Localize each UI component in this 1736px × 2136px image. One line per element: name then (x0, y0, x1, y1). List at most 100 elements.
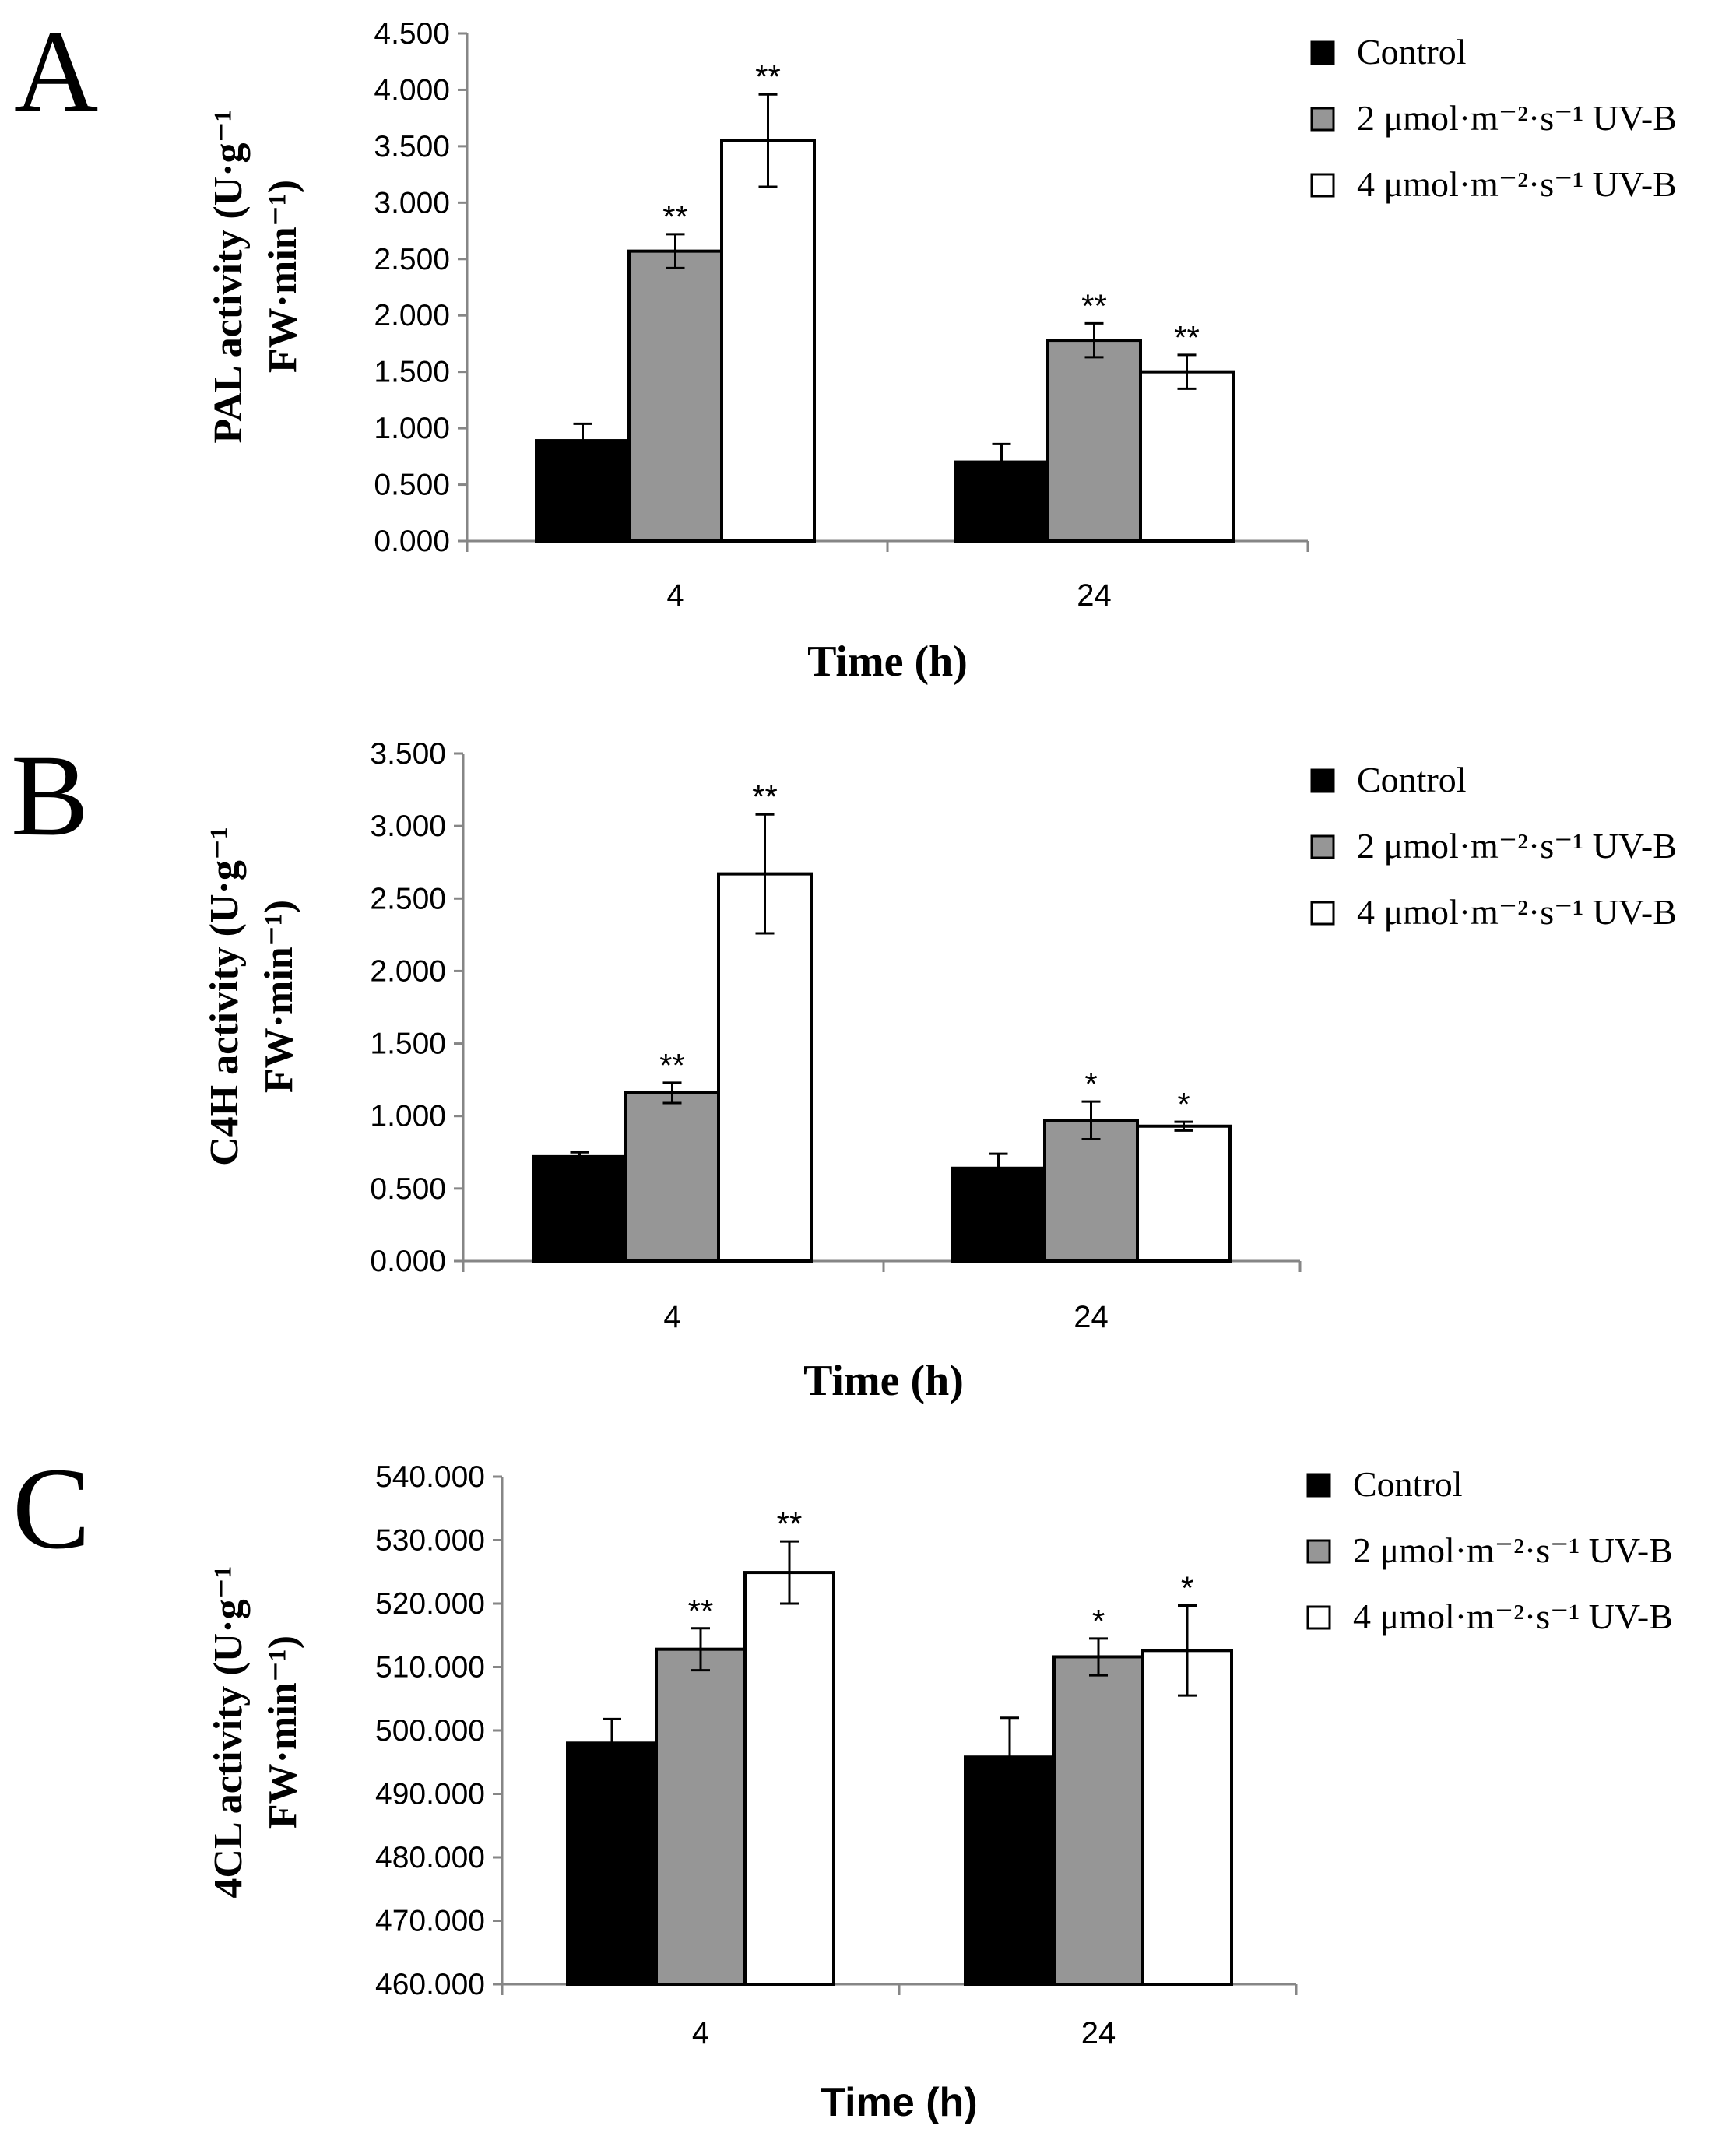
y-tick-label: 480.000 (375, 1841, 485, 1874)
panel-a-ylabel-line1: PAL activity (U·g⁻¹ (206, 109, 251, 443)
bar (566, 1741, 658, 1987)
y-tick-label: 2.500 (374, 243, 450, 276)
bar (1052, 1655, 1144, 1986)
legend-label: Control (1357, 32, 1467, 72)
y-tick-label: 4.000 (374, 73, 450, 107)
y-tick-label: 4.500 (374, 17, 450, 51)
panel-a: A PAL activity (U·g⁻¹ FW·min⁻¹) 0.000 0.5… (14, 7, 1677, 686)
bar (627, 249, 723, 543)
y-tick-label: 510.000 (375, 1651, 485, 1685)
legend-label: 2 μmol·m⁻²·s⁻¹ UV-B (1357, 98, 1677, 138)
significance-label: ** (662, 198, 688, 235)
y-tick-label: 470.000 (375, 1905, 485, 1938)
y-tick-label: 1.000 (370, 1100, 446, 1133)
y-tick-label: 2.000 (370, 954, 446, 988)
significance-label: ** (755, 58, 781, 95)
y-tick-label: 0.500 (374, 469, 450, 502)
legend-swatch (1306, 1473, 1331, 1498)
legend-label: Control (1357, 760, 1467, 799)
y-tick-label: 3.500 (370, 737, 446, 771)
legend-label: 2 μmol·m⁻²·s⁻¹ UV-B (1353, 1530, 1673, 1570)
legend-label: 4 μmol·m⁻²·s⁻¹ UV-B (1353, 1597, 1673, 1636)
panel-letter-c: C (12, 1444, 90, 1573)
legend-label: Control (1353, 1464, 1463, 1504)
bar (1043, 1119, 1139, 1263)
bar (743, 1571, 835, 1986)
y-tick-label: 540.000 (375, 1460, 485, 1494)
legend-swatch (1310, 901, 1335, 926)
x-tick-label: 4 (663, 1300, 680, 1334)
x-tick-label: 24 (1081, 2016, 1116, 2050)
bar (655, 1647, 747, 1986)
legend-label: 4 μmol·m⁻²·s⁻¹ UV-B (1357, 164, 1677, 204)
y-tick-label: 1.000 (374, 412, 450, 445)
panel-letter-b: B (11, 731, 89, 860)
panel-b-ylabel-line1: C4H activity (U·g⁻¹ (202, 827, 247, 1166)
panel-c-legend: Control 2 μmol·m⁻²·s⁻¹ UV-B 4 μmol·m⁻²·s⁻¹… (1306, 1464, 1673, 1636)
significance-label: ** (659, 1047, 685, 1084)
panel-b-plot: 0.000 0.500 1.000 1.500 2.000 2.500 3.000 3.500… (370, 737, 1302, 1334)
y-tick-label: 2.500 (370, 882, 446, 915)
legend-swatch (1310, 40, 1335, 65)
significance-label: ** (1174, 319, 1200, 356)
bar (1139, 370, 1235, 543)
y-tick-label: 460.000 (375, 1968, 485, 2001)
significance-label: * (1092, 1603, 1105, 1639)
panel-a-ylabel-line2: FW·min⁻¹) (261, 180, 305, 373)
y-tick-label: 530.000 (375, 1524, 485, 1558)
significance-label: ** (1081, 287, 1107, 324)
panel-a-xlabel: Time (h) (807, 638, 968, 686)
bar (717, 872, 813, 1263)
legend-label: 4 μmol·m⁻²·s⁻¹ UV-B (1357, 892, 1677, 932)
legend-swatch (1310, 173, 1335, 198)
panel-a-legend: Control 2 μmol·m⁻²·s⁻¹ UV-B 4 μmol·m⁻²·s⁻¹… (1310, 32, 1677, 204)
x-tick-label: 24 (1074, 1300, 1109, 1334)
y-tick-label: 500.000 (375, 1714, 485, 1748)
bar (1046, 339, 1142, 543)
bar (624, 1091, 720, 1263)
bar (720, 139, 816, 543)
x-tick-label: 4 (666, 578, 684, 613)
panel-c-xlabel: Time (h) (821, 2080, 977, 2125)
y-tick-label: 3.000 (370, 810, 446, 843)
panel-c-ylabel: 4CL activity (U·g⁻¹ FW·min⁻¹) (206, 1565, 305, 1898)
y-tick-label: 1.500 (374, 356, 450, 389)
significance-label: ** (688, 1593, 714, 1629)
legend-swatch (1310, 834, 1335, 859)
panel-b-legend: Control 2 μmol·m⁻²·s⁻¹ UV-B 4 μmol·m⁻²·s⁻¹… (1310, 760, 1677, 932)
panel-c: C 4CL activity (U·g⁻¹ FW·min⁻¹) 460.000 4… (12, 1444, 1673, 2125)
y-tick-label: 0.500 (370, 1172, 446, 1206)
panel-b-xlabel: Time (h) (803, 1357, 964, 1405)
y-tick-label: 2.000 (374, 299, 450, 332)
legend-label: 2 μmol·m⁻²·s⁻¹ UV-B (1357, 826, 1677, 866)
bar (964, 1755, 1056, 1986)
panel-b: B C4H activity (U·g⁻¹ FW·min⁻¹) 0.000 0.5… (11, 731, 1677, 1405)
legend-swatch (1310, 768, 1335, 793)
x-tick-label: 4 (692, 2016, 709, 2050)
y-tick-label: 0.000 (374, 525, 450, 558)
significance-label: * (1181, 1569, 1193, 1606)
panel-c-ylabel-line2: FW·min⁻¹) (261, 1635, 305, 1829)
significance-label: * (1084, 1066, 1097, 1102)
panel-b-ylabel: C4H activity (U·g⁻¹ FW·min⁻¹) (202, 827, 301, 1166)
legend-swatch (1306, 1605, 1331, 1630)
legend-swatch (1306, 1539, 1331, 1564)
panel-a-ylabel: PAL activity (U·g⁻¹ FW·min⁻¹) (206, 109, 305, 443)
panel-c-ylabel-line1: 4CL activity (U·g⁻¹ (206, 1565, 251, 1898)
panel-b-ylabel-line2: FW·min⁻¹) (257, 900, 301, 1093)
bar (1141, 1649, 1233, 1987)
significance-label: ** (777, 1505, 803, 1542)
y-tick-label: 3.500 (374, 130, 450, 163)
panel-a-plot: 0.000 0.500 1.000 1.500 2.000 2.500 3.000 3.500… (374, 17, 1309, 613)
y-tick-label: 520.000 (375, 1587, 485, 1621)
y-tick-label: 490.000 (375, 1778, 485, 1811)
y-tick-label: 1.500 (370, 1028, 446, 1061)
significance-label: * (1177, 1086, 1190, 1122)
y-tick-label: 0.000 (370, 1245, 446, 1278)
significance-label: ** (752, 778, 778, 815)
y-tick-label: 3.000 (374, 186, 450, 220)
bar (1136, 1124, 1232, 1263)
x-tick-label: 24 (1077, 578, 1112, 613)
bar (532, 1154, 627, 1263)
